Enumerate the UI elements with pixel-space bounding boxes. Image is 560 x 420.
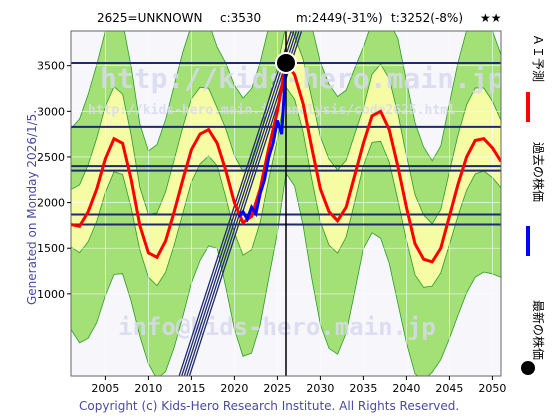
legend: ＡＩ予測 過去の株価 最新の株価 (521, 34, 546, 375)
trend-line-0 (178, 31, 292, 376)
target-price-label: t:3252(-8%) (391, 11, 463, 25)
generated-date-note: Generated on Monday 2026/1/5. (25, 110, 39, 305)
y-tick-label-2000: 2000 (37, 197, 65, 210)
legend-ai: ＡＩ予測 (531, 34, 545, 82)
watermark-middle: http://kids-hero.main.jp/analysis/code26… (88, 103, 456, 118)
legend-ai-label: ＡＩ予測 (531, 34, 545, 82)
watermark-top: http://kids-hero.main.jp/ (100, 62, 521, 95)
y-tick-label-3000: 3000 (37, 105, 65, 118)
legend-past: 過去の株価 (531, 142, 546, 202)
band-edge-0 (71, 31, 501, 162)
x-tick-label-2040: 2040 (392, 382, 420, 395)
series-past-line (237, 62, 288, 223)
legend-latest-label: 最新の株価 (531, 300, 546, 360)
legend-latest-swatch (521, 361, 535, 375)
min-price-label: m:2449(-31%) (296, 11, 383, 25)
x-tick-label-2015: 2015 (177, 382, 205, 395)
x-tick-label-2035: 2035 (349, 382, 377, 395)
y-tick-label-1000: 1000 (37, 288, 65, 301)
current-price-marker (275, 51, 297, 74)
plot-frame (70, 30, 502, 377)
x-tick-label-2050: 2050 (478, 382, 506, 395)
watermark-group: http://kids-hero.main.jp/ http://kids-he… (88, 62, 521, 341)
y-tick-label-2500: 2500 (37, 151, 65, 164)
x-tick-label-2025: 2025 (263, 382, 291, 395)
copyright-notice: Copyright (c) Kids-Hero Research Institu… (79, 399, 459, 413)
chart-header: 2625=UNKNOWN c:3530 m:2449(-31%) t:3252(… (97, 11, 502, 25)
legend-latest: 最新の株価 (531, 300, 546, 360)
x-tick-label-2020: 2020 (220, 382, 248, 395)
y-tick-label-3500: 3500 (37, 60, 65, 73)
x-tick-label-2010: 2010 (134, 382, 162, 395)
watermark-bottom: info@kids-hero.main.jp (118, 313, 436, 341)
rating-stars: ★★ (480, 11, 502, 25)
legend-past-label: 過去の株価 (531, 142, 546, 202)
y-axis: 1000 1500 2000 2500 3000 3500 (37, 60, 71, 301)
x-axis: 2005 2010 2015 2020 2025 2030 2035 2040 2045 2050 (91, 376, 506, 395)
x-tick-label-2030: 2030 (306, 382, 334, 395)
code-label: 2625=UNKNOWN (97, 11, 203, 25)
y-tick-label-1500: 1500 (37, 242, 65, 255)
inner-band (71, 31, 501, 288)
x-tick-label-2005: 2005 (91, 382, 119, 395)
band-edge-2 (71, 31, 501, 225)
x-tick-label-2045: 2045 (435, 382, 463, 395)
current-price-label: c:3530 (220, 11, 261, 25)
